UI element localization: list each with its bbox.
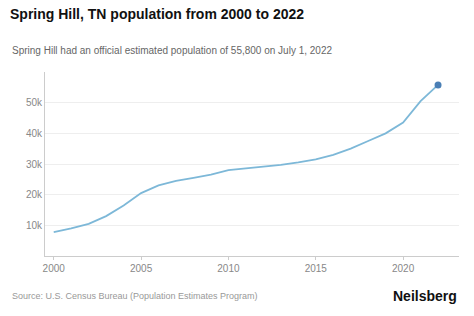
svg-text:20k: 20k	[26, 189, 43, 200]
svg-text:30k: 30k	[26, 159, 43, 170]
svg-text:2005: 2005	[130, 263, 153, 274]
svg-text:50k: 50k	[26, 97, 43, 108]
svg-text:2000: 2000	[43, 263, 66, 274]
svg-text:40k: 40k	[26, 128, 43, 139]
svg-text:Neilsberg: Neilsberg	[393, 288, 457, 304]
svg-text:2010: 2010	[217, 263, 240, 274]
svg-text:10k: 10k	[26, 220, 43, 231]
svg-text:Spring Hill, TN population fro: Spring Hill, TN population from 2000 to …	[10, 6, 304, 22]
svg-text:Source: U.S. Census Bureau (Po: Source: U.S. Census Bureau (Population E…	[12, 291, 258, 301]
svg-text:2015: 2015	[305, 263, 328, 274]
svg-text:Spring Hill had an official es: Spring Hill had an official estimated po…	[12, 45, 332, 56]
svg-text:2020: 2020	[392, 263, 415, 274]
